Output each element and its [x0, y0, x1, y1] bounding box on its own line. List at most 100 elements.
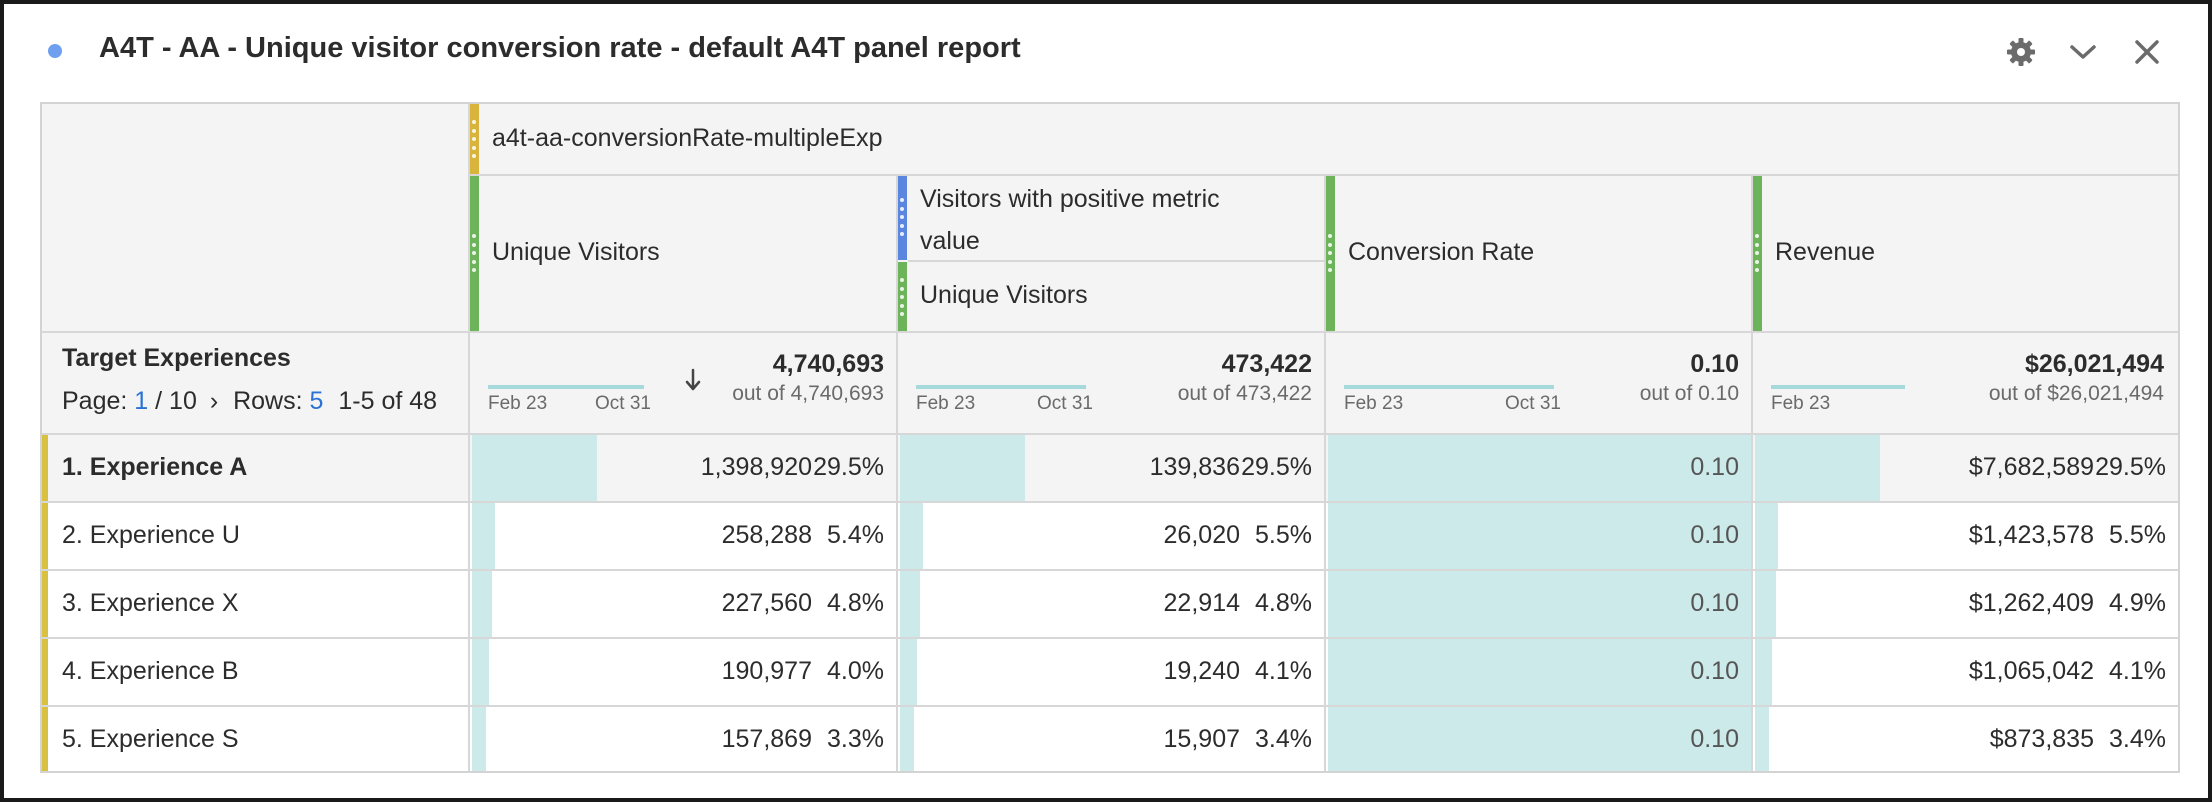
- cell-value[interactable]: 0.10: [1690, 725, 1739, 753]
- column-total-out-of: out of 0.10: [1639, 382, 1739, 405]
- table-row[interactable]: 1. Experience A 1,398,920 29.5% 139,836 29.5…: [42, 435, 2178, 503]
- pagination: Page: 1 / 10 › Rows: 5 1-5 of 48: [62, 387, 438, 415]
- cell-percent: 5.4%: [827, 521, 884, 549]
- cell-value[interactable]: $7,682,589: [1968, 453, 2094, 481]
- cell-value[interactable]: 0.10: [1690, 453, 1739, 481]
- sparkline[interactable]: [1344, 385, 1554, 389]
- cell-value[interactable]: 157,869: [721, 725, 812, 753]
- cell-percent: 29.5%: [813, 453, 884, 481]
- cell-percent-bar: [1328, 435, 1751, 501]
- cell-value[interactable]: 0.10: [1690, 521, 1739, 549]
- row-accent-bar: [42, 707, 48, 771]
- row-accent-bar: [42, 503, 48, 569]
- cell-percent: 4.8%: [827, 589, 884, 617]
- row-dimension-label[interactable]: 4. Experience B: [62, 657, 239, 685]
- cell-percent: 4.8%: [1255, 589, 1312, 617]
- cell-percent-bar: [472, 639, 489, 705]
- column-total-out-of: out of 4,740,693: [732, 382, 884, 405]
- cell-percent: 5.5%: [2109, 521, 2166, 549]
- metric-header-conversion-rate[interactable]: Conversion Rate: [1348, 238, 1535, 266]
- cell-value[interactable]: 22,914: [1163, 589, 1240, 617]
- cell-percent: 4.1%: [2109, 657, 2166, 685]
- cell-value[interactable]: 139,836: [1149, 453, 1240, 481]
- cell-percent: 4.9%: [2109, 589, 2166, 617]
- metric-filter-label[interactable]: Visitors with positive metric value: [920, 185, 1220, 255]
- panel-title: A4T - AA - Unique visitor conversion rat…: [99, 32, 1021, 64]
- table-row[interactable]: 3. Experience X 227,560 4.8% 22,914 4.8% 0.10…: [42, 571, 2178, 639]
- segment-color-bar[interactable]: [470, 104, 479, 174]
- segment-label[interactable]: a4t-aa-conversionRate-multipleExp: [492, 124, 883, 152]
- cell-percent-bar: [900, 707, 914, 771]
- next-page-button[interactable]: ›: [209, 387, 219, 415]
- sparkline[interactable]: [916, 385, 1086, 389]
- row-accent-bar: [42, 435, 48, 501]
- cell-value[interactable]: $873,835: [1989, 725, 2094, 753]
- cell-percent-bar: [1755, 435, 1880, 501]
- cell-percent: 3.4%: [1255, 725, 1312, 753]
- column-total: 0.10: [1690, 350, 1739, 378]
- page-current[interactable]: 1: [134, 387, 149, 415]
- column-total: 473,422: [1221, 350, 1312, 378]
- cell-value[interactable]: 227,560: [721, 589, 812, 617]
- row-dimension-label[interactable]: 2. Experience U: [62, 521, 240, 549]
- cell-value[interactable]: $1,065,042: [1968, 657, 2094, 685]
- cell-percent-bar: [1328, 571, 1751, 637]
- totals-cell-filtered-visitors: Feb 23 Oct 31 473,422 out of 473,422: [916, 350, 1312, 414]
- cell-percent-bar: [472, 571, 492, 637]
- metric-color-bar[interactable]: [1326, 176, 1335, 331]
- row-accent-bar: [42, 571, 48, 637]
- cell-percent-bar: [472, 707, 486, 771]
- panel-header: A4T - AA - Unique visitor conversion rat…: [4, 4, 2208, 100]
- row-dimension-label[interactable]: 3. Experience X: [62, 589, 239, 617]
- table-row[interactable]: 2. Experience U 258,288 5.4% 26,020 5.5% 0.10…: [42, 503, 2178, 571]
- cell-percent-bar: [1755, 571, 1776, 637]
- table-row[interactable]: 4. Experience B 190,977 4.0% 19,240 4.1% 0.10…: [42, 639, 2178, 707]
- table-header-bg: [42, 104, 2178, 331]
- cell-value[interactable]: 190,977: [721, 657, 812, 685]
- dimension-title[interactable]: Target Experiences: [62, 344, 291, 372]
- metric-color-bar[interactable]: [1753, 176, 1762, 331]
- panel-status-dot: [48, 44, 62, 58]
- column-total-out-of: out of 473,422: [1177, 382, 1312, 405]
- metric-color-bar[interactable]: [470, 176, 479, 331]
- cell-value[interactable]: $1,423,578: [1968, 521, 2094, 549]
- cell-value[interactable]: 26,020: [1163, 521, 1240, 549]
- cell-value[interactable]: 0.10: [1690, 589, 1739, 617]
- cell-percent-bar: [1328, 503, 1751, 569]
- sparkline[interactable]: [1771, 385, 1905, 389]
- row-accent-bar: [42, 639, 48, 705]
- close-icon[interactable]: [2129, 34, 2165, 70]
- row-dimension-label[interactable]: 5. Experience S: [62, 725, 239, 753]
- cell-value[interactable]: 0.10: [1690, 657, 1739, 685]
- cell-percent-bar: [900, 571, 920, 637]
- sort-descending-icon[interactable]: [684, 368, 702, 397]
- metric-header-unique-visitors-filtered[interactable]: Unique Visitors: [920, 281, 1088, 309]
- totals-row-bg: [42, 331, 2178, 435]
- sparkline[interactable]: [488, 385, 644, 389]
- cell-value[interactable]: 1,398,920: [700, 453, 812, 481]
- cell-percent-bar: [1755, 639, 1772, 705]
- table-row[interactable]: 5. Experience S 157,869 3.3% 15,907 3.4% 0.10…: [42, 707, 2178, 771]
- metric-header-revenue[interactable]: Revenue: [1775, 238, 1876, 266]
- row-dimension-label[interactable]: 1. Experience A: [62, 453, 248, 481]
- chevron-down-icon[interactable]: [2065, 34, 2101, 70]
- cell-percent-bar: [1755, 707, 1769, 771]
- cell-value[interactable]: $1,262,409: [1968, 589, 2094, 617]
- rows-per-page[interactable]: 5: [309, 387, 324, 415]
- metric-color-bar[interactable]: [898, 262, 907, 331]
- cell-value[interactable]: 19,240: [1163, 657, 1240, 685]
- totals-cell-revenue: Feb 23 $26,021,494 out of $26,021,494: [1771, 350, 2164, 414]
- column-total: $26,021,494: [2024, 350, 2164, 378]
- cell-percent: 29.5%: [1241, 453, 1312, 481]
- cell-value[interactable]: 15,907: [1163, 725, 1240, 753]
- column-total: 4,740,693: [772, 350, 884, 378]
- gear-icon[interactable]: [2003, 34, 2039, 70]
- metric-header-unique-visitors[interactable]: Unique Visitors: [492, 238, 660, 266]
- cell-value[interactable]: 258,288: [721, 521, 812, 549]
- freeform-table: a4t-aa-conversionRate-multipleExp Unique…: [40, 102, 2180, 773]
- cell-percent-bar: [472, 503, 495, 569]
- cell-percent: 3.3%: [827, 725, 884, 753]
- cell-percent: 29.5%: [2095, 453, 2166, 481]
- metric-filter-color-bar[interactable]: [898, 176, 907, 260]
